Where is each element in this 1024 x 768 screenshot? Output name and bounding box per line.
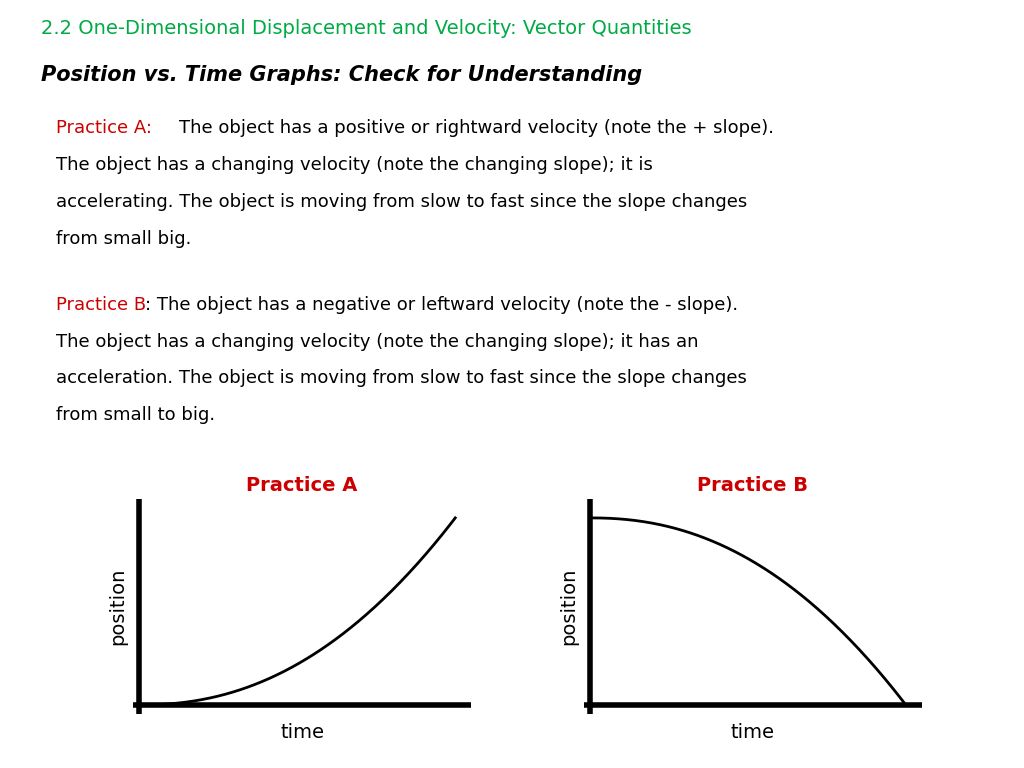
Title: Practice A: Practice A [247,476,357,495]
Text: from small big.: from small big. [56,230,191,247]
Text: The object has a changing velocity (note the changing slope); it is: The object has a changing velocity (note… [56,156,653,174]
X-axis label: time: time [731,723,774,742]
Text: acceleration. The object is moving from slow to fast since the slope changes: acceleration. The object is moving from … [56,369,748,387]
Text: 2.2 One-Dimensional Displacement and Velocity: Vector Quantities: 2.2 One-Dimensional Displacement and Vel… [41,19,691,38]
Title: Practice B: Practice B [697,476,808,495]
Text: Practice B: Practice B [56,296,146,313]
Text: from small to big.: from small to big. [56,406,215,424]
Text: : The object has a negative or leftward velocity (note the - slope).: : The object has a negative or leftward … [145,296,738,313]
Text: accelerating. The object is moving from slow to fast since the slope changes: accelerating. The object is moving from … [56,193,748,210]
Text: The object has a changing velocity (note the changing slope); it has an: The object has a changing velocity (note… [56,333,698,350]
Text: Practice A:: Practice A: [56,119,153,137]
Y-axis label: position: position [559,568,579,645]
Text: Position vs. Time Graphs: Check for Understanding: Position vs. Time Graphs: Check for Unde… [41,65,642,85]
Text: The object has a positive or rightward velocity (note the + slope).: The object has a positive or rightward v… [179,119,774,137]
X-axis label: time: time [281,723,324,742]
Y-axis label: position: position [109,568,128,645]
